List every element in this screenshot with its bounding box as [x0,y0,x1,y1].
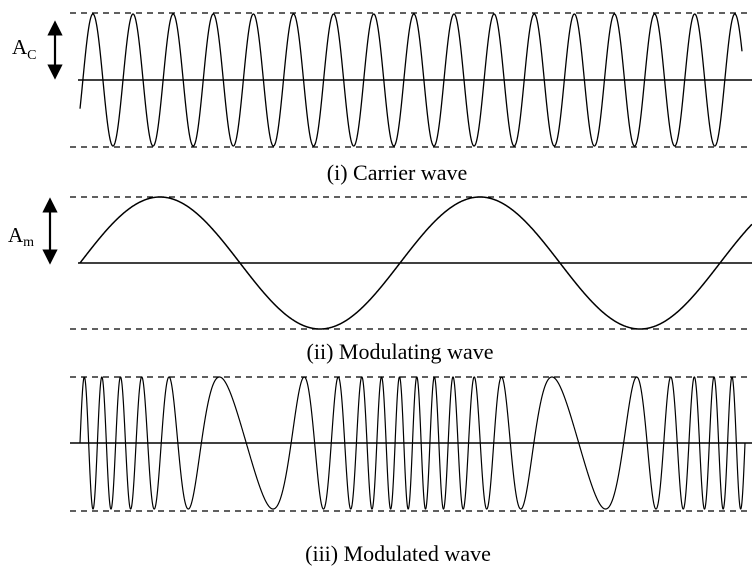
modulating-waveform [79,196,752,330]
modulating-amplitude-subscript: m [23,235,34,250]
modulated-waveform [79,376,746,510]
carrier-panel: AC (i) Carrier wave [12,12,752,185]
modulated-caption: (iii) Modulated wave [305,541,491,566]
modulated-panel: (iii) Modulated wave [70,376,752,566]
carrier-amplitude-label: AC [12,35,37,63]
modulating-caption: (ii) Modulating wave [307,339,494,364]
carrier-waveform [79,13,743,147]
modulating-panel: Am (ii) Modulating wave [8,196,752,364]
modulating-amplitude-label: Am [8,223,34,250]
carrier-amplitude-subscript: C [27,48,36,63]
carrier-caption: (i) Carrier wave [327,160,467,185]
